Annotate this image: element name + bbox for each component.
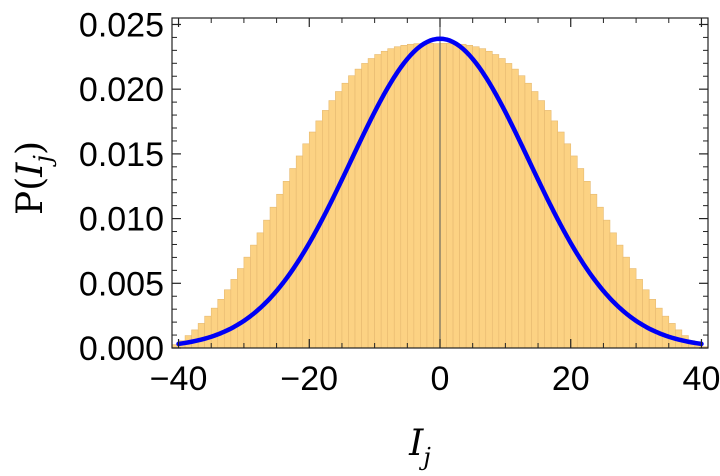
histogram-bars bbox=[171, 43, 709, 349]
histogram-bar bbox=[223, 289, 232, 349]
histogram-bar bbox=[439, 43, 447, 349]
histogram-bar bbox=[341, 82, 349, 349]
histogram-bar bbox=[596, 206, 604, 349]
histogram-bar bbox=[237, 268, 245, 349]
histogram-bar bbox=[452, 43, 460, 349]
histogram-bar bbox=[393, 46, 402, 349]
histogram-bar bbox=[263, 219, 271, 349]
histogram-bar bbox=[433, 43, 441, 349]
y-tick-label: 0.005 bbox=[79, 265, 164, 303]
histogram-bar bbox=[413, 43, 421, 349]
histogram-bar bbox=[256, 232, 264, 349]
histogram-bar bbox=[420, 43, 428, 349]
histogram-bar bbox=[217, 299, 225, 349]
histogram-bar bbox=[524, 82, 532, 349]
histogram-bar bbox=[544, 110, 552, 349]
histogram-bar bbox=[348, 75, 356, 349]
histogram-bar bbox=[485, 50, 493, 349]
histogram-bar bbox=[446, 43, 454, 349]
histogram-bar bbox=[550, 120, 558, 349]
histogram-bar bbox=[243, 256, 251, 349]
histogram-bar bbox=[465, 45, 473, 349]
y-axis-title: P(Ij) bbox=[10, 141, 57, 215]
histogram-bar bbox=[250, 244, 258, 349]
histogram-bar bbox=[609, 232, 617, 349]
histogram-bar bbox=[269, 206, 277, 349]
histogram-bar bbox=[230, 279, 238, 349]
histogram-bar bbox=[616, 244, 624, 349]
density-curve bbox=[176, 36, 704, 347]
histogram-bar bbox=[661, 315, 670, 349]
histogram-bar bbox=[197, 323, 205, 349]
histogram-bar bbox=[648, 299, 657, 349]
y-tick-labels: 0.000 0.005 0.010 0.015 0.020 0.025 bbox=[79, 6, 164, 368]
histogram-bar bbox=[276, 193, 284, 349]
histogram-bar bbox=[629, 268, 637, 349]
x-tick-label: −20 bbox=[280, 360, 338, 398]
histogram-bar bbox=[335, 91, 343, 349]
histogram-bar bbox=[531, 91, 539, 349]
y-tick-label: 0.020 bbox=[79, 71, 164, 109]
y-axis-suffix: ) bbox=[10, 141, 51, 155]
y-tick-label: 0.010 bbox=[79, 201, 164, 239]
histogram-bar bbox=[210, 307, 219, 349]
histogram-bar bbox=[642, 289, 650, 349]
histogram-bar bbox=[590, 193, 598, 349]
histogram-bar bbox=[472, 46, 480, 349]
histogram-bar bbox=[478, 48, 487, 349]
histogram-bar bbox=[387, 48, 395, 349]
histogram-bar bbox=[655, 307, 663, 349]
axis-ticks bbox=[172, 18, 708, 349]
histogram-bar bbox=[635, 279, 643, 349]
x-axis-var: I bbox=[408, 423, 424, 464]
x-tick-label: 40 bbox=[683, 360, 720, 398]
histogram-bar bbox=[322, 110, 330, 349]
y-tick-label: 0.025 bbox=[79, 6, 164, 44]
y-axis-prefix: P( bbox=[10, 177, 51, 215]
x-axis-title: Ij bbox=[408, 423, 431, 471]
histogram-bar bbox=[426, 43, 434, 349]
histogram-bar bbox=[622, 256, 630, 349]
x-tick-label: 0 bbox=[431, 360, 450, 398]
histogram-bar bbox=[537, 100, 545, 349]
histogram-bar bbox=[563, 143, 572, 349]
x-tick-labels: −40 −20 0 20 40 bbox=[150, 360, 720, 398]
histogram-bar bbox=[282, 181, 290, 349]
histogram-bar bbox=[328, 100, 336, 349]
histogram-bar bbox=[459, 43, 467, 349]
x-tick-label: 20 bbox=[552, 360, 590, 398]
histogram-bar bbox=[367, 58, 375, 349]
histogram-bar bbox=[289, 168, 297, 349]
histogram-bar bbox=[400, 45, 408, 349]
histogram-bar bbox=[511, 68, 519, 349]
histogram-bar bbox=[407, 43, 415, 349]
histogram-bar bbox=[361, 63, 369, 349]
histogram-bar bbox=[204, 315, 212, 349]
histogram-bar bbox=[354, 68, 362, 349]
x-tick-label: −40 bbox=[150, 360, 208, 398]
histogram-bar bbox=[557, 131, 565, 349]
histogram-bar bbox=[315, 120, 323, 349]
y-tick-label: 0.015 bbox=[79, 136, 164, 174]
histogram-bar bbox=[603, 219, 611, 349]
y-tick-label: 0.000 bbox=[79, 330, 164, 368]
histogram-bar bbox=[505, 63, 513, 349]
y-axis-var: I bbox=[10, 162, 51, 178]
histogram-bar bbox=[518, 75, 526, 349]
